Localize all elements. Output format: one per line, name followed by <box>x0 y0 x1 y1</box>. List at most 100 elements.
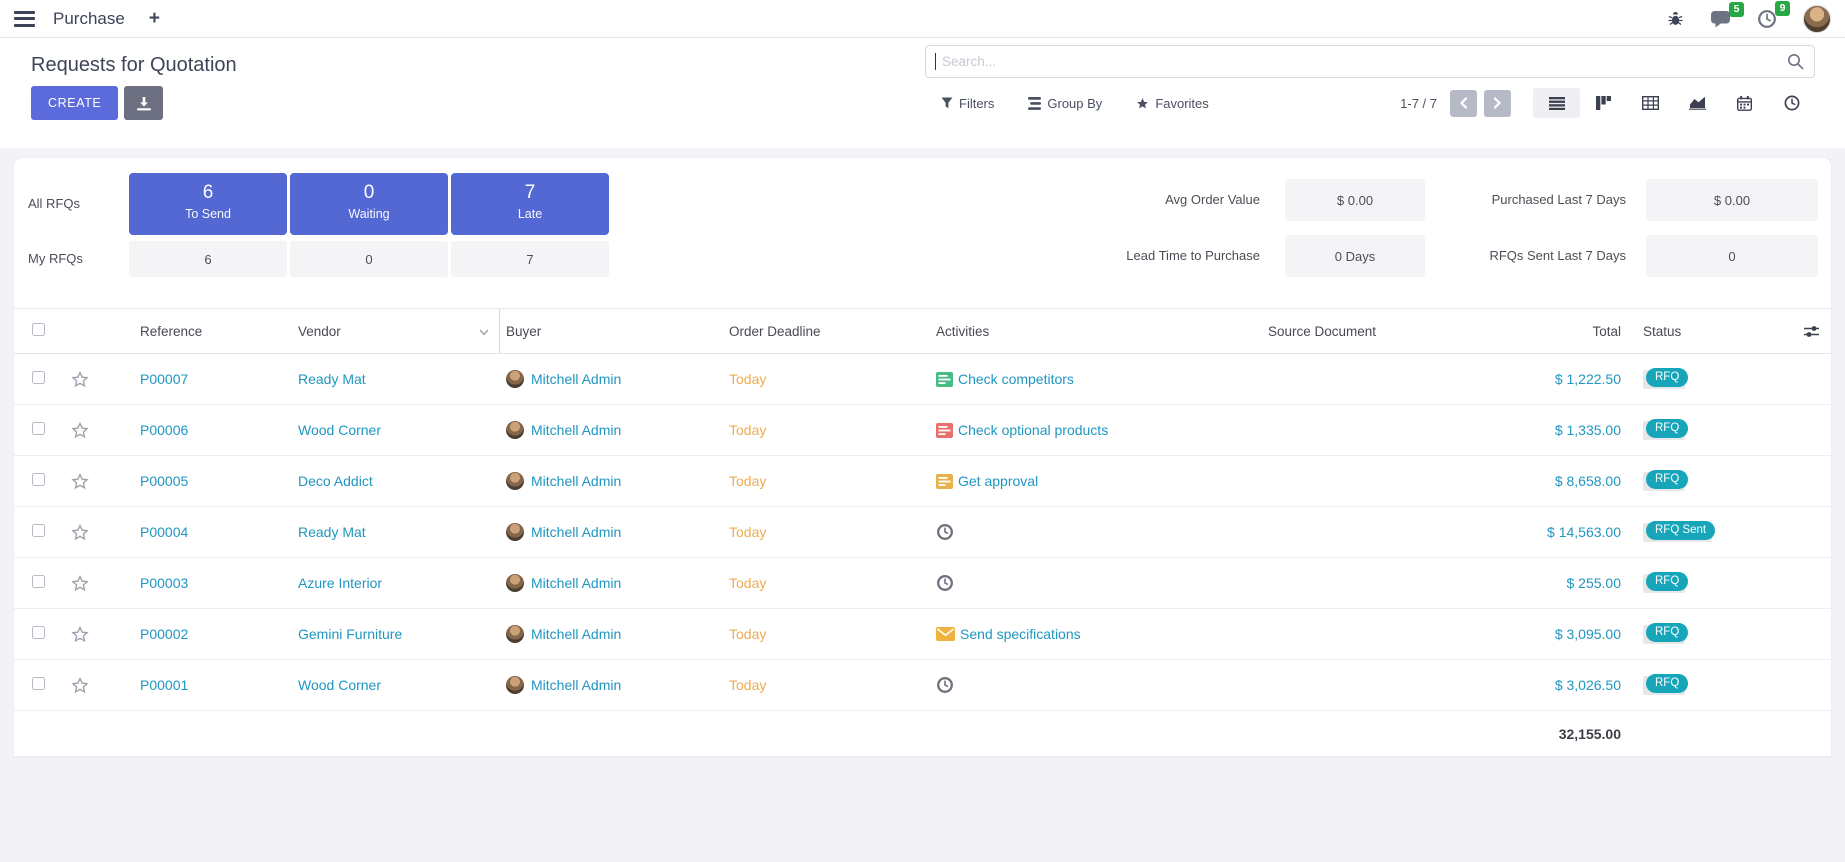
my-late-box[interactable]: 7 <box>451 241 609 277</box>
vendor-link[interactable]: Gemini Furniture <box>298 626 403 642</box>
row-checkbox[interactable] <box>32 371 45 384</box>
vendor-link[interactable]: Deco Addict <box>298 473 373 489</box>
table-row[interactable]: P00004 Ready Mat Mitchell Admin Today $ … <box>14 507 1831 558</box>
activity-note-icon[interactable] <box>936 371 953 387</box>
header-vendor[interactable]: Vendor <box>280 309 500 353</box>
header-activities[interactable]: Activities <box>936 323 990 339</box>
optional-columns-button[interactable] <box>1791 325 1831 338</box>
create-button[interactable]: CREATE <box>31 86 119 120</box>
buyer-link[interactable]: Mitchell Admin <box>531 677 622 693</box>
reference-link[interactable]: P00005 <box>140 473 189 489</box>
star-icon[interactable] <box>70 523 90 542</box>
view-calendar-button[interactable] <box>1721 88 1768 118</box>
debug-bug-icon[interactable] <box>1667 11 1684 27</box>
buyer-link[interactable]: Mitchell Admin <box>531 626 622 642</box>
reference-link[interactable]: P00003 <box>140 575 189 591</box>
late-box[interactable]: 7 Late <box>451 173 609 235</box>
select-all-checkbox[interactable] <box>32 323 45 336</box>
table-row[interactable]: P00002 Gemini Furniture Mitchell Admin T… <box>14 609 1831 660</box>
header-buyer[interactable]: Buyer <box>506 323 542 339</box>
vendor-link[interactable]: Wood Corner <box>298 677 382 693</box>
export-download-button[interactable] <box>124 86 164 120</box>
calendar-view-icon <box>1737 95 1752 111</box>
pager-previous-button[interactable] <box>1450 89 1477 117</box>
reference-link[interactable]: P00001 <box>140 677 189 693</box>
star-icon[interactable] <box>70 625 90 644</box>
buyer-link[interactable]: Mitchell Admin <box>531 422 622 438</box>
waiting-box[interactable]: 0 Waiting <box>290 173 448 235</box>
reference-link[interactable]: P00006 <box>140 422 189 438</box>
search-icon[interactable] <box>1787 53 1804 70</box>
activities-icon[interactable]: 9 <box>1757 0 1790 29</box>
row-checkbox[interactable] <box>32 473 45 486</box>
view-kanban-button[interactable] <box>1580 88 1627 118</box>
search-input[interactable] <box>936 54 1787 69</box>
table-row[interactable]: P00005 Deco Addict Mitchell Admin Today … <box>14 456 1831 507</box>
star-icon[interactable] <box>70 370 90 389</box>
vendor-link[interactable]: Wood Corner <box>298 422 382 438</box>
view-switcher <box>1533 88 1815 118</box>
header-order-deadline[interactable]: Order Deadline <box>729 323 821 339</box>
star-icon[interactable] <box>70 676 90 695</box>
star-icon[interactable] <box>70 421 90 440</box>
buyer-link[interactable]: Mitchell Admin <box>531 575 622 591</box>
status-badge: RFQ <box>1646 571 1689 591</box>
messages-icon[interactable]: 5 <box>1710 1 1744 28</box>
vendor-link[interactable]: Azure Interior <box>298 575 383 591</box>
activity-note-icon[interactable] <box>936 422 953 438</box>
header-reference[interactable]: Reference <box>140 323 203 339</box>
row-total: $ 255.00 <box>1566 575 1622 591</box>
activity-clock-icon[interactable] <box>936 676 954 694</box>
group-by-menu[interactable]: Group By <box>1028 96 1102 111</box>
favorites-menu[interactable]: Favorites <box>1136 96 1209 111</box>
view-graph-button[interactable] <box>1674 88 1721 118</box>
row-checkbox[interactable] <box>32 524 45 537</box>
view-activity-button[interactable] <box>1768 88 1815 118</box>
filters-menu[interactable]: Filters <box>941 96 994 111</box>
activity-label[interactable]: Send specifications <box>960 626 1081 642</box>
activity-label[interactable]: Check optional products <box>958 422 1109 438</box>
reference-link[interactable]: P00004 <box>140 524 189 540</box>
activity-envelope-icon[interactable] <box>936 627 955 641</box>
control-panel: Requests for Quotation CREATE Filters Gr… <box>0 38 1845 148</box>
pager-next-button[interactable] <box>1484 89 1511 117</box>
reference-link[interactable]: P00002 <box>140 626 189 642</box>
table-row[interactable]: P00007 Ready Mat Mitchell Admin Today Ch… <box>14 354 1831 405</box>
row-checkbox[interactable] <box>32 422 45 435</box>
view-list-button[interactable] <box>1533 88 1580 118</box>
activity-label[interactable]: Check competitors <box>958 371 1074 387</box>
vendor-link[interactable]: Ready Mat <box>298 371 366 387</box>
row-checkbox[interactable] <box>32 677 45 690</box>
buyer-link[interactable]: Mitchell Admin <box>531 473 622 489</box>
activity-label[interactable]: Get approval <box>958 473 1039 489</box>
buyer-link[interactable]: Mitchell Admin <box>531 371 622 387</box>
activity-note-icon[interactable] <box>936 473 953 489</box>
row-checkbox[interactable] <box>32 575 45 588</box>
to-send-box[interactable]: 6 To Send <box>129 173 287 235</box>
user-avatar[interactable] <box>1803 4 1831 33</box>
my-to-send-box[interactable]: 6 <box>129 241 287 277</box>
text-cursor <box>935 53 936 70</box>
my-waiting-box[interactable]: 0 <box>290 241 448 277</box>
table-row[interactable]: P00001 Wood Corner Mitchell Admin Today … <box>14 660 1831 711</box>
activity-clock-icon[interactable] <box>936 523 954 541</box>
reference-link[interactable]: P00007 <box>140 371 189 387</box>
order-deadline: Today <box>729 575 767 591</box>
plus-tab-icon[interactable]: + <box>148 8 160 29</box>
star-icon[interactable] <box>70 472 90 491</box>
search-bar[interactable] <box>925 45 1815 78</box>
row-total: $ 3,026.50 <box>1554 677 1621 693</box>
activity-clock-icon[interactable] <box>936 574 954 592</box>
header-status[interactable]: Status <box>1643 323 1682 339</box>
view-pivot-button[interactable] <box>1627 88 1674 118</box>
table-row[interactable]: P00006 Wood Corner Mitchell Admin Today … <box>14 405 1831 456</box>
vendor-link[interactable]: Ready Mat <box>298 524 366 540</box>
buyer-link[interactable]: Mitchell Admin <box>531 524 622 540</box>
row-checkbox[interactable] <box>32 626 45 639</box>
apps-menu-icon[interactable] <box>14 10 35 27</box>
header-total[interactable]: Total <box>1592 323 1621 339</box>
header-source-document[interactable]: Source Document <box>1268 323 1377 339</box>
star-icon[interactable] <box>70 574 90 593</box>
table-row[interactable]: P00003 Azure Interior Mitchell Admin Tod… <box>14 558 1831 609</box>
app-name[interactable]: Purchase <box>53 8 125 28</box>
